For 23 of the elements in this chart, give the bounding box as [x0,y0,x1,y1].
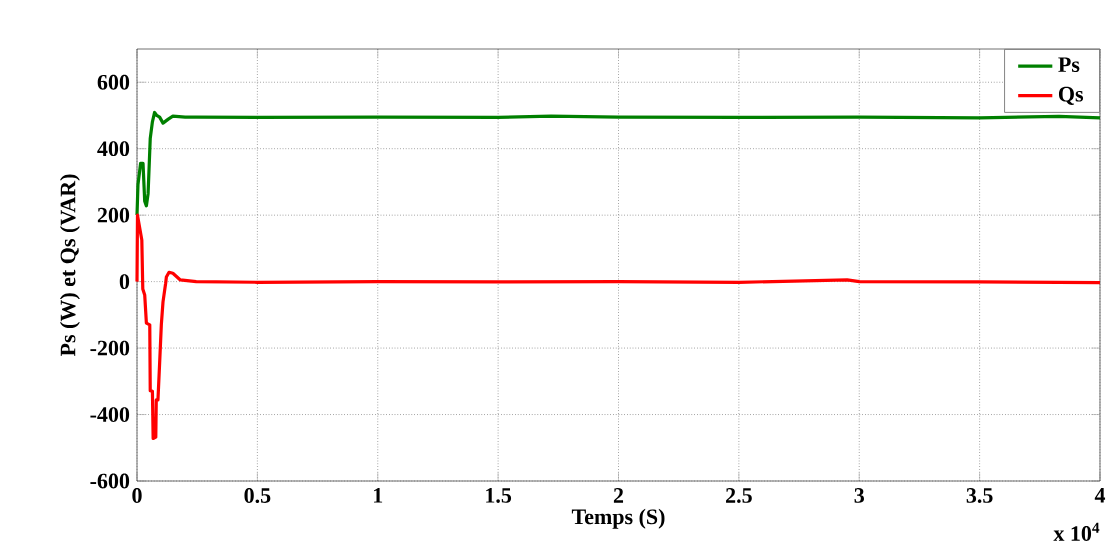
text: x 10$^{4}$ [1053,522,1100,541]
x-tick-label: 1.5 [486,488,512,503]
x-tick-label: 0.5 [244,488,271,504]
legend-label: Ps [1058,57,1080,73]
line-series [135,213,1102,441]
legend-label: Qs [1058,86,1084,105]
y-tick-label: -600 [90,473,130,489]
y-tick-label: 600 [97,74,130,90]
line-series [135,110,1102,217]
y-tick-label: -400 [90,407,130,422]
y-tick-label: 400 [97,141,130,157]
x-tick-label: 2 [613,488,624,503]
x-axis-title: Temps (S) [571,508,665,529]
x-tick-label: 4 [1094,488,1106,503]
x-tick-label: 2.5 [726,488,752,503]
x-tick-label: 3.5 [966,488,993,503]
y-tick-label: 0 [119,274,130,290]
x-tick-label: 1 [374,488,383,503]
y-tick-label: 200 [97,207,130,223]
x-tick-label: 3 [854,488,864,503]
x-tick-label: 0 [132,488,142,503]
y-axis-title: Ps (W) et Qs (VAR) [59,174,80,357]
y-tick-label: -200 [90,340,130,356]
